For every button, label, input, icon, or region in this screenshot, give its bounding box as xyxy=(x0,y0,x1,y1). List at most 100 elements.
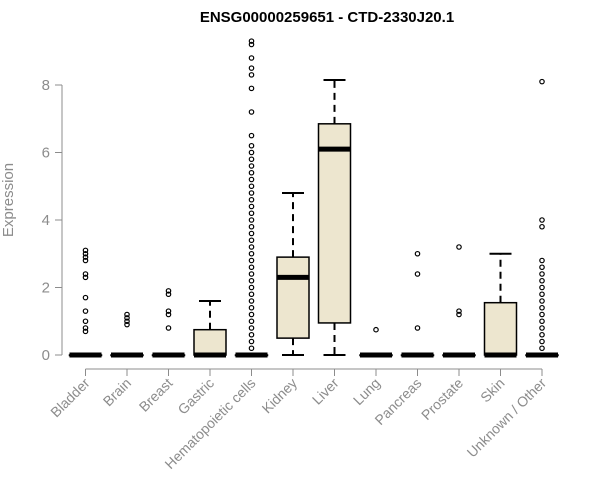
outlier-point xyxy=(248,264,255,271)
x-tick-label: Breast xyxy=(136,375,176,415)
outlier-point xyxy=(124,318,130,325)
box-kidney xyxy=(276,192,310,356)
outlier-point xyxy=(82,254,89,260)
y-tick-label: 2 xyxy=(42,280,50,297)
outlier-point xyxy=(248,65,255,71)
x-tick-label: Liver xyxy=(309,375,342,408)
outlier-point xyxy=(248,230,255,237)
x-tick-label: Bladder xyxy=(47,375,93,421)
outlier-point xyxy=(165,288,172,294)
outlier-point xyxy=(539,271,545,277)
outlier-point xyxy=(248,250,255,257)
box-lung xyxy=(359,326,393,358)
chart-title: ENSG00000259651 - CTD-2330J20.1 xyxy=(200,9,454,26)
y-axis-label: Expression xyxy=(0,163,17,237)
x-tick-label: Skin xyxy=(477,375,508,406)
x-tick-label: Brain xyxy=(100,375,134,409)
outlier-point xyxy=(539,217,545,223)
outlier-point xyxy=(248,163,255,169)
outlier-point xyxy=(248,142,255,149)
outlier-point xyxy=(82,274,89,281)
outlier-point xyxy=(248,284,255,291)
outlier-point xyxy=(248,72,255,78)
outlier-point xyxy=(165,311,172,318)
y-axis: 0 2 4 6 8 xyxy=(42,77,63,364)
box-brain xyxy=(110,311,144,358)
outlier-point xyxy=(82,294,89,301)
outlier-point xyxy=(248,223,255,230)
outlier-point xyxy=(248,169,255,176)
box-body xyxy=(317,123,352,324)
outlier-point xyxy=(248,55,255,61)
outlier-point xyxy=(248,210,255,217)
outlier-point xyxy=(414,250,421,257)
outlier-point xyxy=(248,338,255,345)
outlier-point xyxy=(539,311,545,318)
x-tick-label: Prostate xyxy=(418,375,466,423)
outlier-point xyxy=(248,203,255,210)
outlier-point xyxy=(248,156,255,163)
y-tick-label: 4 xyxy=(42,212,50,229)
outlier-point xyxy=(414,325,421,331)
outlier-point xyxy=(456,244,462,250)
outlier-point xyxy=(248,217,255,223)
box-skin xyxy=(483,252,518,358)
box-hematopoietic-cells xyxy=(234,38,269,358)
outlier-point xyxy=(248,291,255,298)
outlier-point xyxy=(248,318,255,325)
outlier-point xyxy=(248,345,255,352)
y-tick-label: 6 xyxy=(42,145,50,162)
box-gastric xyxy=(193,300,227,358)
outlier-point xyxy=(165,308,172,314)
outlier-point xyxy=(248,196,255,203)
outlier-point xyxy=(248,190,255,196)
outlier-point xyxy=(539,298,545,304)
outlier-point xyxy=(248,244,255,250)
outlier-point xyxy=(248,277,255,284)
outlier-point xyxy=(248,132,255,139)
box-series xyxy=(68,38,559,358)
outlier-point xyxy=(539,284,545,291)
outlier-point xyxy=(248,176,255,183)
outlier-point xyxy=(539,257,545,264)
outlier-point xyxy=(248,257,255,264)
outlier-point xyxy=(248,331,255,338)
outlier-point xyxy=(539,338,545,345)
outlier-point xyxy=(248,109,255,115)
y-tick-label: 0 xyxy=(42,347,50,364)
box-prostate xyxy=(442,244,476,358)
outlier-point xyxy=(539,345,545,352)
box-breast xyxy=(151,288,186,358)
outlier-point xyxy=(539,78,545,85)
outlier-point xyxy=(373,326,379,333)
outlier-point xyxy=(124,315,130,321)
outlier-point xyxy=(248,311,255,318)
outlier-point xyxy=(456,308,462,314)
outlier-point xyxy=(539,264,545,271)
box-body xyxy=(276,256,310,339)
x-tick-label: Lung xyxy=(350,375,383,408)
outlier-point xyxy=(82,257,89,264)
outlier-point xyxy=(539,325,545,331)
outlier-point xyxy=(248,271,255,277)
outlier-point xyxy=(124,311,130,318)
outlier-point xyxy=(539,318,545,325)
outlier-point xyxy=(248,149,255,156)
outlier-point xyxy=(248,183,255,190)
outlier-point xyxy=(124,321,130,328)
outlier-point xyxy=(248,38,255,44)
outlier-point xyxy=(82,308,89,314)
outlier-point xyxy=(82,325,89,331)
box-unknown-other xyxy=(525,78,559,358)
outlier-point xyxy=(539,277,545,284)
box-pancreas xyxy=(400,250,435,358)
outlier-point xyxy=(248,237,255,244)
outlier-point xyxy=(248,298,255,304)
x-tick-label: Unknown / Other xyxy=(464,375,550,461)
outlier-point xyxy=(165,291,172,298)
box-body xyxy=(193,328,227,356)
outlier-point xyxy=(414,271,421,277)
outlier-point xyxy=(82,328,89,335)
